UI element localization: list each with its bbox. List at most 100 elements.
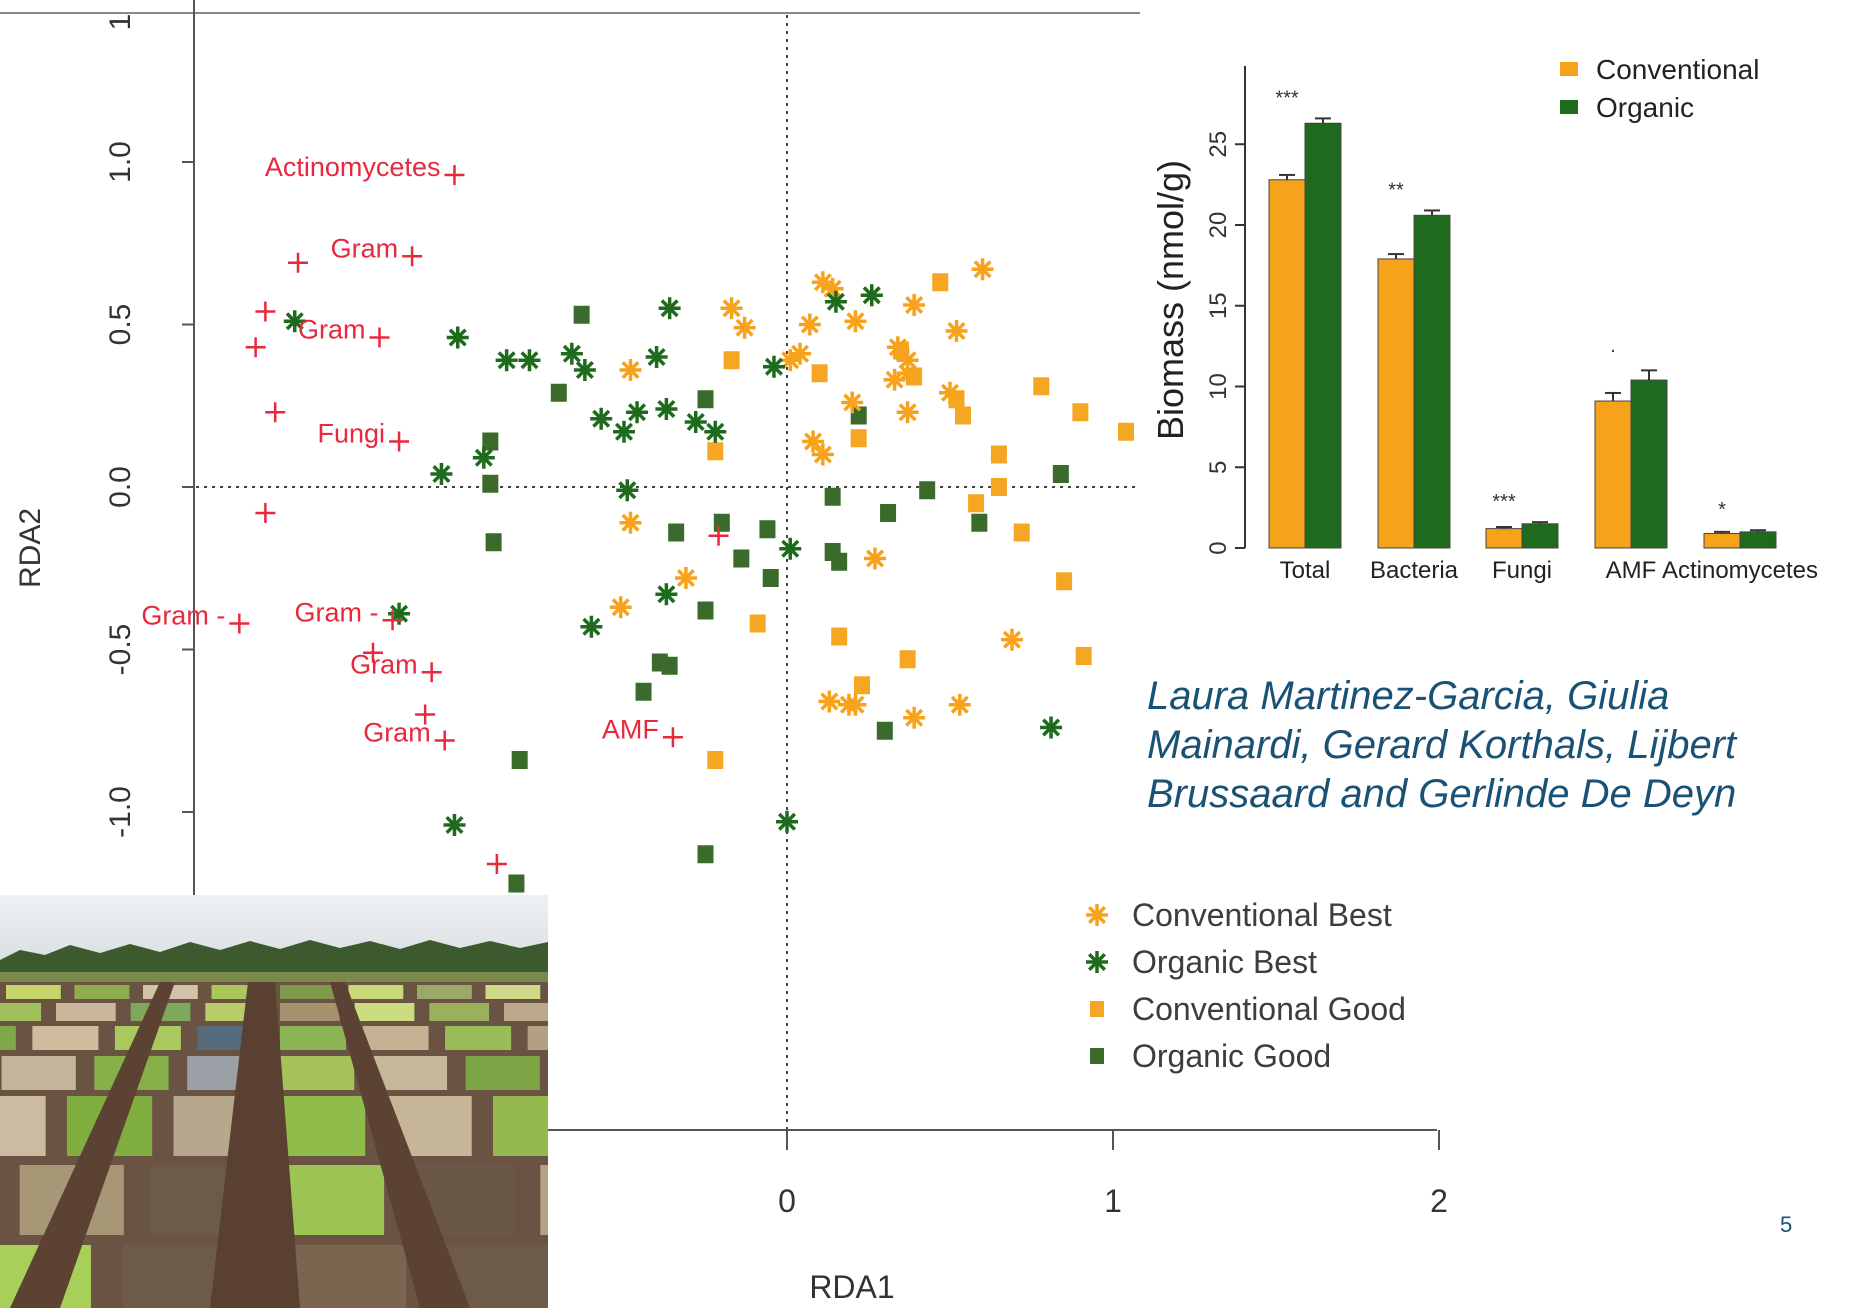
biomass-category-labels: Total *** Bacteria ** Fungi *** AMF · Actinomyce… [1275, 87, 1818, 584]
star-arm [657, 585, 676, 604]
right-path [330, 982, 470, 1308]
star-arm [813, 445, 832, 464]
star-arm [285, 312, 304, 331]
crop-plot [280, 985, 335, 999]
star-arm [614, 422, 634, 441]
biomass-bar [1739, 531, 1777, 549]
significance-marker: · [1610, 339, 1617, 361]
conventional-good-point [707, 751, 724, 769]
organic-best-point [824, 290, 847, 313]
organic-good-point [697, 601, 714, 620]
biomass-bar [1377, 258, 1415, 549]
star-arm [888, 338, 907, 357]
organic-good-point [697, 390, 714, 409]
crop-plot [362, 1026, 429, 1050]
conventional-best-point [971, 258, 994, 281]
rda-biplot: -1.0 -0.5 0.0 0.5 1.0 1 0 1 2 Actinomycetes Gram… [0, 0, 1448, 1305]
response-label: Fungi [318, 419, 386, 449]
organic-best-point [446, 326, 469, 349]
biomass-bar [1521, 523, 1559, 549]
organic-good-point [511, 751, 528, 769]
star-arm [947, 321, 966, 341]
biomass-category-label: Bacteria [1370, 557, 1459, 584]
response-label: Gram [350, 649, 418, 679]
organic-good-point [831, 552, 848, 571]
biomass-bar [1485, 528, 1523, 549]
star-arm [611, 598, 630, 617]
star-arm [676, 568, 695, 588]
central-path [210, 982, 300, 1308]
conventional-good-point [811, 364, 828, 383]
organic-best-point [684, 411, 707, 433]
organic-good-point [573, 305, 590, 324]
star-arm [846, 312, 865, 331]
crop-plot [56, 1003, 116, 1021]
conventional-good-point [850, 429, 867, 448]
star-arm [862, 286, 881, 305]
biomass-category-label: Actinomycetes [1662, 557, 1818, 584]
star-arm [866, 549, 885, 568]
conventional-best-point [609, 596, 632, 619]
conventional-good-point [968, 494, 985, 513]
star-arm [846, 695, 865, 714]
response-label: Actinomycetes [265, 152, 441, 182]
crop-plot [1, 1056, 76, 1090]
conventional-good-point [723, 351, 740, 370]
biomass-tick-marks: 0 5 10 15 20 25 [1205, 131, 1245, 555]
conventional-good-point [1072, 403, 1089, 422]
organic-best-point [779, 537, 802, 560]
organic-best-point [472, 446, 495, 469]
organic-good-point [485, 533, 502, 552]
biomass-tick-label: 20 [1205, 212, 1232, 239]
conventional-best-point [945, 320, 968, 342]
star-arm [582, 617, 601, 636]
organic-best-point [1040, 716, 1063, 739]
star-arm [706, 422, 725, 441]
biomass-bar [1304, 122, 1342, 549]
star-arm [940, 383, 960, 402]
page-number: 5 [1780, 1212, 1793, 1237]
organic-best-point [580, 615, 603, 638]
rda-response-labels: Actinomycetes Gram Gram Fungi Gram - Gram - Gr… [141, 152, 729, 874]
star-arm [575, 360, 594, 380]
legend-square [1090, 1048, 1104, 1064]
star-arm [432, 464, 451, 484]
star-arm [686, 412, 705, 432]
response-label: Gram [363, 718, 431, 748]
legend-square [1090, 1001, 1104, 1017]
conventional-best-point [903, 706, 926, 729]
star-arm [813, 273, 832, 292]
conventional-good-point [1033, 377, 1050, 396]
organic-good-point [759, 520, 776, 539]
star-arm [621, 513, 640, 532]
organic-good-point [1052, 465, 1069, 483]
organic-best-point [613, 420, 635, 443]
conventional-best-point [844, 693, 867, 716]
organic-best-point [616, 479, 639, 502]
response-label: Gram [331, 233, 399, 263]
legend-label: Organic Good [1132, 1038, 1331, 1074]
conventional-best-point [939, 381, 961, 404]
star-arm [474, 448, 493, 467]
organic-best-point [762, 355, 785, 378]
organic-best-point [283, 310, 306, 333]
significance-marker: *** [1492, 491, 1516, 513]
crop-plot [32, 1026, 99, 1050]
star-arm [905, 295, 924, 315]
crop-plot [465, 1056, 540, 1090]
biomass-category-label: AMF [1606, 557, 1657, 584]
star-arm [826, 292, 845, 311]
star-arm [950, 695, 969, 714]
star-arm [777, 812, 797, 831]
organic-good-point [733, 549, 750, 568]
star-arm [1087, 905, 1107, 925]
conventional-best-point [896, 362, 919, 385]
star-arm [1002, 630, 1021, 649]
conventional-best-point [818, 690, 841, 713]
significance-marker: * [1718, 499, 1726, 521]
star-arm [800, 315, 819, 334]
biomass-tick-label: 10 [1205, 373, 1232, 400]
rda2-tick-label: 0.5 [104, 304, 137, 346]
crop-plot [417, 985, 472, 999]
significance-marker: *** [1275, 87, 1299, 109]
